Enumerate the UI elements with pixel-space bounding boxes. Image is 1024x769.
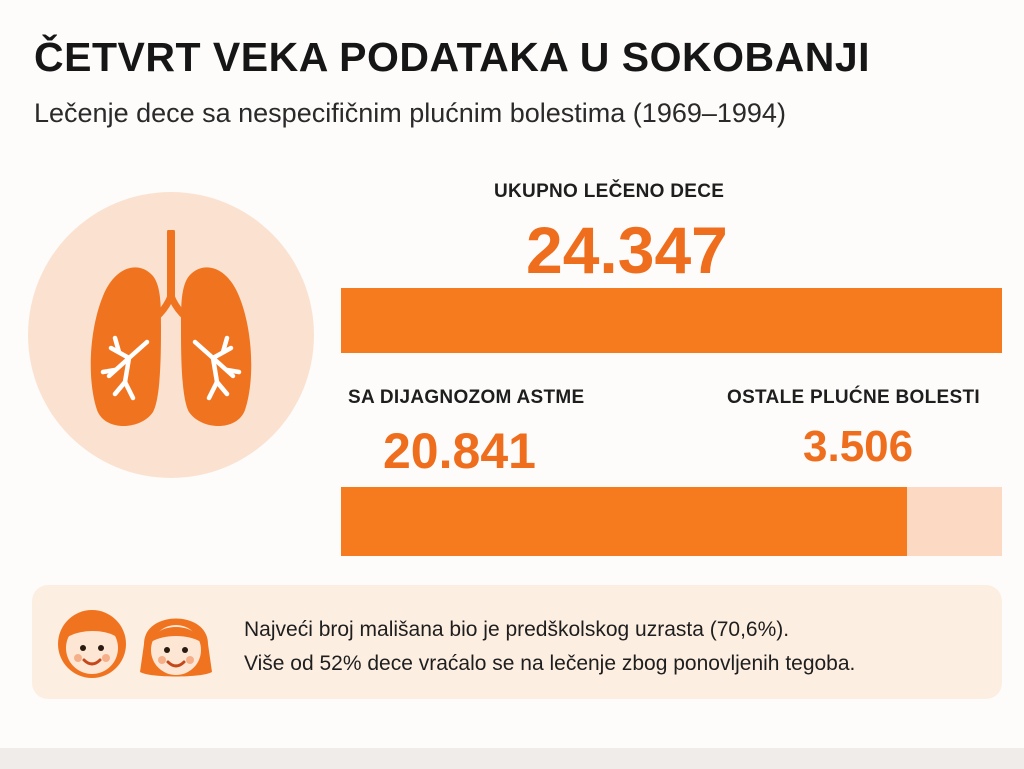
other-label: OSTALE PLUĆNE BOLESTI [727,387,980,408]
total-value: 24.347 [526,213,728,287]
info-line-returning: Više od 52% dece vraćalo se na lečenje z… [244,652,856,675]
split-bar [341,487,1002,556]
children-icon [58,610,212,678]
info-box: Najveći broj mališana bio je predškolsko… [32,585,1002,699]
total-bar [341,288,1002,353]
bottom-strip [0,748,1024,769]
asthma-value: 20.841 [383,423,536,479]
page-subtitle: Lečenje dece sa nespecifičnim plućnim bo… [34,98,786,128]
lungs-icon [90,230,252,426]
total-label: UKUPNO LEČENO DECE [494,181,725,202]
page-title: ČETVRT VEKA PODATAKA U SOKOBANJI [34,34,871,80]
other-value: 3.506 [803,422,914,471]
asthma-bar-segment [341,487,907,556]
lungs-illustration [28,192,314,478]
asthma-label: SA DIJAGNOZOM ASTME [348,387,585,408]
info-line-preschool: Najveći broj mališana bio je predškolsko… [244,618,790,641]
